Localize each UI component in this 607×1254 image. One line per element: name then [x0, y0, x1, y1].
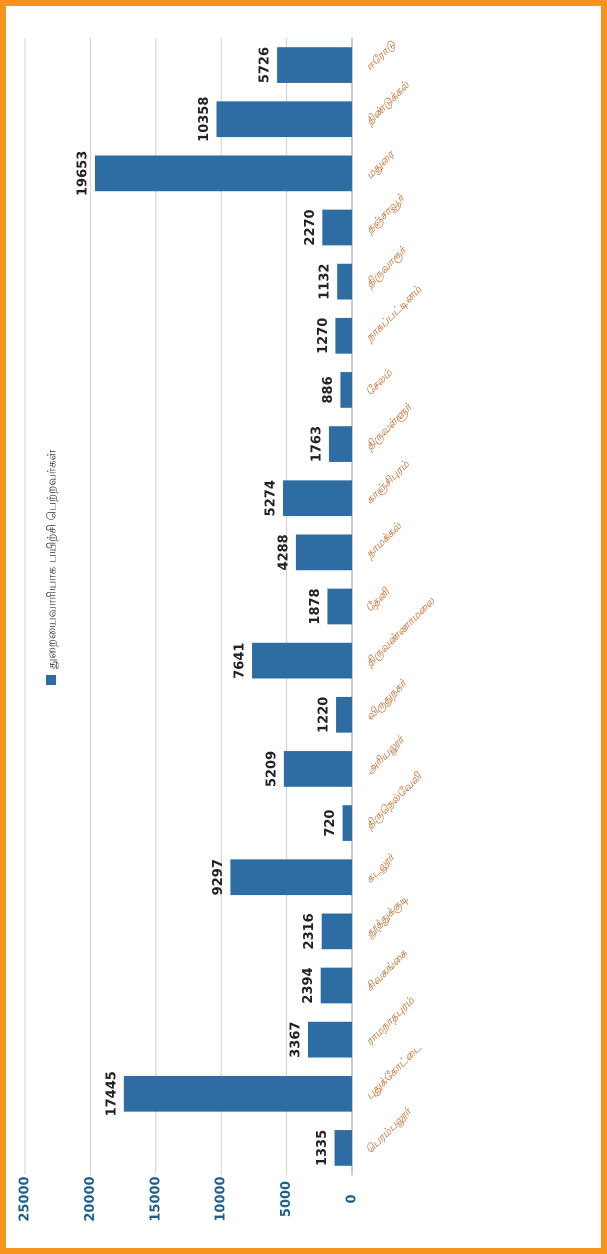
plot: துறையைவாரியாக பயிற்சி பெற்றவர்கள் 0 5000 1…: [18, 37, 439, 1221]
bar: [335, 317, 352, 354]
bar: [320, 967, 353, 1004]
legend-swatch: [46, 675, 56, 685]
bar: [277, 47, 352, 83]
bar: [322, 209, 353, 246]
bar: [334, 1130, 353, 1166]
bar: [295, 534, 353, 571]
value-label: 17445: [104, 1071, 119, 1116]
value-label: 3367: [288, 1022, 303, 1058]
bar: [216, 101, 352, 138]
legend-label: துறையைவாரியாக பயிற்சி பெற்றவர்கள்: [45, 449, 60, 669]
bar: [283, 751, 352, 787]
value-label: 7641: [233, 643, 248, 679]
value-label: 2270: [303, 209, 318, 245]
value-label: 5274: [264, 480, 279, 516]
value-label: 886: [321, 376, 336, 403]
y-tick-label: 10000: [214, 1176, 229, 1221]
value-label: 720: [323, 810, 338, 837]
bar: [328, 426, 353, 462]
y-tick-label: 25000: [18, 1176, 33, 1221]
bar: [321, 913, 353, 950]
bar: [336, 696, 352, 733]
value-label: 5726: [258, 47, 273, 83]
value-label: 1335: [315, 1130, 330, 1166]
value-label: 10358: [197, 97, 212, 142]
bar: [327, 588, 352, 625]
y-tick-label: 15000: [148, 1176, 163, 1221]
value-label: 4288: [276, 534, 291, 570]
y-tick-label: 0: [345, 1194, 360, 1203]
bar: [307, 1021, 352, 1058]
bar: [94, 155, 353, 192]
value-label: 1132: [318, 264, 333, 300]
value-label: 2394: [301, 967, 316, 1003]
bar: [340, 372, 353, 408]
y-tick-label: 20000: [83, 1176, 98, 1221]
bar: [123, 1075, 352, 1112]
bar: [342, 805, 352, 841]
bar: [283, 480, 352, 517]
value-label: 1763: [309, 426, 324, 462]
value-label: 1270: [316, 318, 331, 354]
value-label: 1878: [308, 588, 323, 624]
y-tick-label: 5000: [279, 1181, 294, 1217]
value-label: 9297: [211, 859, 226, 895]
value-label: 2316: [302, 913, 317, 949]
value-label: 19653: [75, 151, 90, 196]
bar: [252, 642, 353, 679]
bar: [230, 859, 352, 896]
bar: [337, 263, 353, 300]
value-label: 5209: [264, 751, 279, 787]
value-label: 1220: [317, 697, 332, 733]
